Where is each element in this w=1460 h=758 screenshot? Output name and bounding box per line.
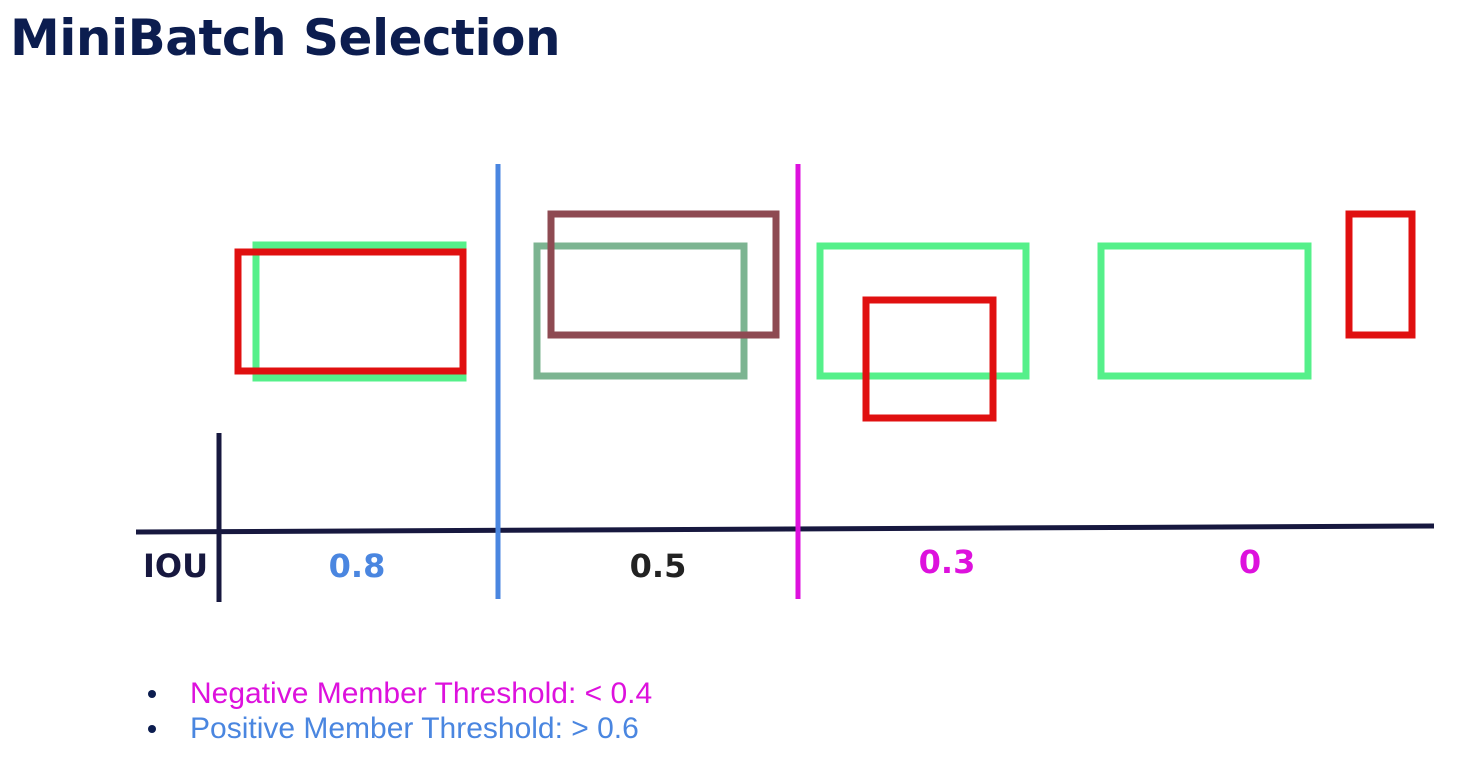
list-item: Negative Member Threshold: < 0.4	[146, 676, 652, 711]
iou-value-label: 0.8	[329, 547, 386, 585]
list-item: Positive Member Threshold: > 0.6	[146, 711, 652, 746]
proposal-box	[1345, 210, 1416, 339]
ground-truth-box	[533, 242, 748, 380]
bullet-dot	[148, 690, 156, 698]
proposal-box	[862, 296, 997, 422]
axis-label: IOU	[143, 547, 208, 585]
ground-truth-box	[1097, 242, 1312, 380]
iou-value-label: 0.5	[630, 547, 687, 585]
bullet-dot	[148, 725, 156, 733]
ground-truth-box	[252, 241, 467, 382]
proposal-box	[547, 210, 780, 339]
x-axis-line	[135, 523, 1435, 535]
negative-threshold-text: Negative Member Threshold: < 0.4	[190, 677, 653, 710]
threshold-list: Negative Member Threshold: < 0.4 Positiv…	[146, 676, 652, 746]
ground-truth-box	[816, 242, 1030, 380]
positive-threshold-text: Positive Member Threshold: > 0.6	[190, 712, 639, 745]
slide-title: MiniBatch Selection	[10, 9, 561, 67]
iou-value-label: 0	[1239, 543, 1261, 581]
proposal-box	[234, 248, 467, 375]
iou-value-label: 0.3	[919, 543, 976, 581]
